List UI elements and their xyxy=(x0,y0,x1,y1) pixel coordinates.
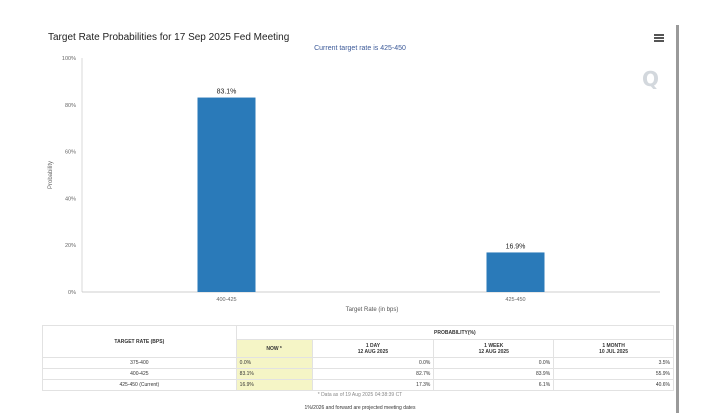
table-row: 425-450 (Current) 16.9% 17.3% 6.1% 40.6% xyxy=(42,379,674,391)
value-cell: 40.6% xyxy=(553,379,674,391)
value-cell: 0.0% xyxy=(433,357,555,369)
header-target-rate: TARGET RATE (BPS) xyxy=(42,325,237,358)
value-cell: 82.7% xyxy=(311,368,435,380)
rate-cell: 425-450 (Current) xyxy=(42,379,237,391)
value-cell: 17.3% xyxy=(311,379,435,391)
y-tick-label: 0% xyxy=(68,290,76,296)
projected-dates-footnote: 1%/2026 and forward are projected meetin… xyxy=(304,405,416,411)
data-label: 16.9% xyxy=(506,243,526,250)
y-axis-label: Probability xyxy=(48,161,54,189)
bar xyxy=(197,97,256,293)
table-row: 400-425 83.1% 82.7% 83.9% 55.9% xyxy=(42,368,674,380)
x-tick-label: 400-425 xyxy=(216,297,236,303)
table-row: 375-400 0.0% 0.0% 0.0% 3.5% xyxy=(42,357,674,369)
q-logo-icon: Q xyxy=(642,68,659,90)
bar xyxy=(486,252,545,292)
y-tick-label: 80% xyxy=(65,103,76,109)
y-tick-label: 60% xyxy=(65,150,76,156)
col-header-1month: 1 MONTH 10 JUL 2025 xyxy=(553,339,674,358)
window-edge xyxy=(676,25,679,413)
header-probability: PROBABILITY(%) xyxy=(235,325,675,340)
col-header-1day: 1 DAY 12 AUG 2025 xyxy=(311,339,435,358)
probability-table-container: TARGET RATE (BPS) PROBABILITY(%) NOW * 1… xyxy=(42,325,675,391)
data-timestamp-note: * Data as of 19 Aug 2025 04:38:39 CT xyxy=(317,392,403,398)
value-cell: 83.9% xyxy=(433,368,555,380)
svg-text:Q: Q xyxy=(642,68,659,90)
value-cell: 0.0% xyxy=(235,357,313,369)
value-cell: 83.1% xyxy=(235,368,313,380)
value-cell: 16.9% xyxy=(235,379,313,391)
probability-table: TARGET RATE (BPS) PROBABILITY(%) NOW * 1… xyxy=(42,325,675,391)
y-tick-label: 40% xyxy=(65,196,76,202)
value-cell: 3.5% xyxy=(553,357,674,369)
hamburger-menu-icon[interactable] xyxy=(654,34,664,42)
chart-title: Target Rate Probabilities for 17 Sep 202… xyxy=(48,32,290,43)
rate-cell: 375-400 xyxy=(42,357,237,369)
bar-chart: 0% 20% 40% 60% 80% 100% Probability Target Rate… xyxy=(48,56,660,313)
x-axis-label: Target Rate (in bps) xyxy=(346,307,399,313)
value-cell: 55.9% xyxy=(553,368,674,380)
y-tick-label: 100% xyxy=(62,56,76,62)
value-cell: 6.1% xyxy=(433,379,555,391)
x-tick-label: 425-450 xyxy=(505,297,525,303)
rate-cell: 400-425 xyxy=(42,368,237,380)
data-label: 83.1% xyxy=(217,89,237,96)
col-header-now: NOW * xyxy=(235,339,313,358)
y-tick-label: 20% xyxy=(65,243,76,249)
value-cell: 0.0% xyxy=(311,357,435,369)
col-header-1week: 1 WEEK 12 AUG 2025 xyxy=(433,339,555,358)
chart-subtitle: Current target rate is 425-450 xyxy=(314,45,406,52)
